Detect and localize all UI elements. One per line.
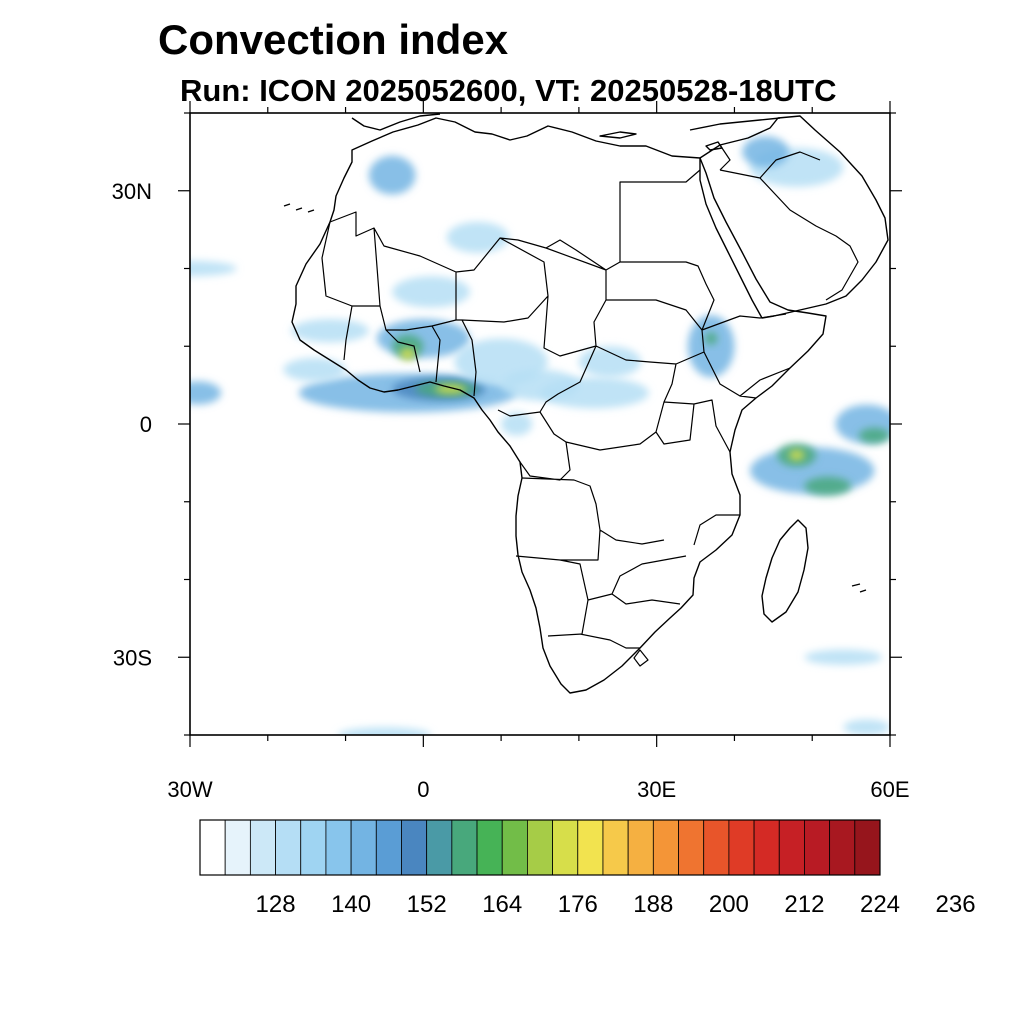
- convection-indian-ocean-east-core: [858, 427, 890, 444]
- convection-sahara-cell-2: [446, 221, 509, 253]
- x-tick-label: 30E: [637, 777, 676, 802]
- convection-tropical-atlantic: [283, 357, 346, 382]
- geography-lines: [283, 113, 889, 694]
- colorbar-swatch: [778, 819, 805, 876]
- country-borders: [321, 169, 791, 667]
- colorbar-swatch: [678, 819, 705, 876]
- convection-nigeria-cell: [376, 319, 471, 358]
- convection-sahel-west: [291, 319, 369, 343]
- colorbar-swatch: [451, 819, 478, 876]
- arabia-coastline: [699, 115, 889, 319]
- colorbar-swatch: [199, 819, 226, 876]
- map-background: [190, 113, 890, 735]
- colorbar-swatch: [527, 819, 553, 876]
- colorbar-label: 188: [633, 891, 673, 918]
- convection-field: [190, 136, 890, 735]
- colorbar-label: 200: [709, 891, 749, 918]
- colorbar-swatch: [854, 819, 881, 876]
- convection-nigeria-hot: [400, 347, 416, 361]
- convection-sudan-cell: [578, 346, 642, 378]
- chart-subtitle: Run: ICON 2025052600, VT: 20250528-18UTC: [180, 73, 837, 108]
- colorbar-swatch: [703, 819, 730, 876]
- convection-ethiopia-cell: [687, 315, 735, 378]
- colorbar-label: 224: [860, 891, 900, 918]
- colorbar-swatch: [804, 819, 831, 876]
- colorbar-swatch: [401, 819, 428, 876]
- y-tick-label: 30N: [112, 179, 152, 204]
- axis-ticks: 30W 0 30E 60E 30N 0 30S: [112, 101, 910, 802]
- middle-east-borders: [719, 144, 859, 301]
- sri-ocean-islands: [851, 583, 867, 593]
- colorbar-swatch: [375, 819, 402, 876]
- convection-ethiopia-core: [704, 332, 718, 345]
- colorbar-label: 176: [558, 891, 598, 918]
- y-tick-label: 0: [140, 412, 152, 437]
- convection-atlantic-west: [190, 381, 222, 405]
- convection-sahara-cell-1: [368, 155, 416, 195]
- canary-islands: [283, 203, 315, 213]
- colorbar-swatch: [728, 819, 755, 876]
- colorbar-swatch: [552, 819, 579, 876]
- colorbar-swatch: [476, 819, 503, 876]
- crete-outline: [599, 131, 637, 139]
- convection-indian-ocean-hot: [788, 449, 805, 461]
- colorbar-label: 140: [331, 891, 371, 918]
- colorbar-swatch: [325, 819, 352, 876]
- convection-drc-north: [540, 377, 649, 409]
- colorbar-swatch: [224, 819, 251, 876]
- map-area: 30W 0 30E 60E 30N 0 30S: [112, 101, 910, 802]
- europe-coast-fragment: [351, 113, 441, 131]
- convection-guinea-coast-hot: [435, 384, 467, 394]
- convection-congo-west: [501, 412, 533, 436]
- colorbar-label: 128: [256, 891, 296, 918]
- x-tick-label: 30W: [167, 777, 212, 802]
- colorbar-swatch: [602, 819, 629, 876]
- y-tick-label: 30S: [113, 645, 152, 670]
- colorbar-swatch: [652, 819, 679, 876]
- x-tick-label: 60E: [870, 777, 909, 802]
- convection-iraq-cell: [742, 136, 789, 168]
- colorbar: 128 140 152 164 176 188 200 212 224 236: [199, 819, 976, 918]
- colorbar-swatch: [829, 819, 856, 876]
- convection-south-indian-2: [843, 719, 890, 735]
- colorbar-swatch: [249, 819, 276, 876]
- colorbar-label: 152: [407, 891, 447, 918]
- chart-title: Convection index: [158, 16, 509, 63]
- convection-south-indian: [804, 649, 883, 666]
- colorbar-swatch: [577, 819, 604, 876]
- colorbar-swatch: [753, 819, 780, 876]
- colorbar-swatch: [275, 819, 302, 876]
- convection-indian-ocean-3: [804, 476, 852, 496]
- colorbar-swatch: [426, 819, 453, 876]
- colorbar-swatch: [627, 819, 654, 876]
- convection-mauritania-band: [190, 260, 237, 277]
- convection-south-atlantic: [337, 727, 432, 735]
- colorbar-label: 164: [482, 891, 522, 918]
- madagascar-coastline: [761, 519, 809, 623]
- anatolia-coast-fragment: [689, 117, 781, 131]
- colorbar-swatch: [350, 819, 377, 876]
- colorbar-frame: [199, 819, 881, 876]
- colorbar-label: 236: [936, 891, 976, 918]
- x-tick-label: 0: [417, 777, 429, 802]
- colorbar-swatch: [300, 819, 327, 876]
- colorbar-swatch: [501, 819, 528, 876]
- convection-sahara-cell-3: [392, 276, 470, 308]
- colorbar-label: 212: [784, 891, 824, 918]
